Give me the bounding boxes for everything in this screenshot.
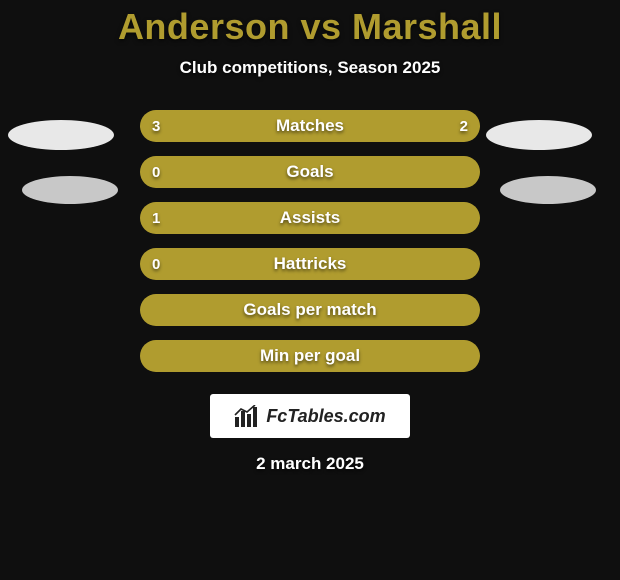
bars-icon [234, 405, 260, 427]
team-marker-left-2 [22, 176, 118, 204]
logo-box: FcTables.com [210, 394, 410, 438]
stat-left-value: 1 [152, 210, 160, 227]
stat-row: Goals per match [0, 294, 620, 326]
stat-row: 0 Hattricks [0, 248, 620, 280]
subtitle: Club competitions, Season 2025 [180, 58, 441, 78]
stat-left-value: 0 [152, 256, 160, 273]
stat-label: Goals [286, 162, 333, 182]
content-wrapper: Anderson vs Marshall Club competitions, … [0, 0, 620, 580]
stat-bar: 0 Hattricks [140, 248, 480, 280]
stat-bar: 1 Assists [140, 202, 480, 234]
stat-right-value: 2 [460, 118, 468, 135]
stat-bar: Min per goal [140, 340, 480, 372]
stat-bar: Goals per match [140, 294, 480, 326]
stat-label: Matches [276, 116, 344, 136]
team-marker-right-2 [500, 176, 596, 204]
team-marker-left-1 [8, 120, 114, 150]
stats-area: 3 Matches 2 0 Goals 1 Assists 0 Hattricks Goals p… [0, 110, 620, 386]
page-title: Anderson vs Marshall [118, 6, 502, 48]
stat-left-value: 3 [152, 118, 160, 135]
stat-label: Assists [280, 208, 340, 228]
stat-label: Goals per match [243, 300, 376, 320]
team-marker-right-1 [486, 120, 592, 150]
footer-date: 2 march 2025 [256, 454, 364, 474]
stat-label: Min per goal [260, 346, 360, 366]
stat-label: Hattricks [274, 254, 347, 274]
stat-bar: 0 Goals [140, 156, 480, 188]
stat-row: 1 Assists [0, 202, 620, 234]
stat-bar: 3 Matches 2 [140, 110, 480, 142]
logo-text: FcTables.com [266, 406, 385, 427]
stat-row: Min per goal [0, 340, 620, 372]
stat-left-value: 0 [152, 164, 160, 181]
